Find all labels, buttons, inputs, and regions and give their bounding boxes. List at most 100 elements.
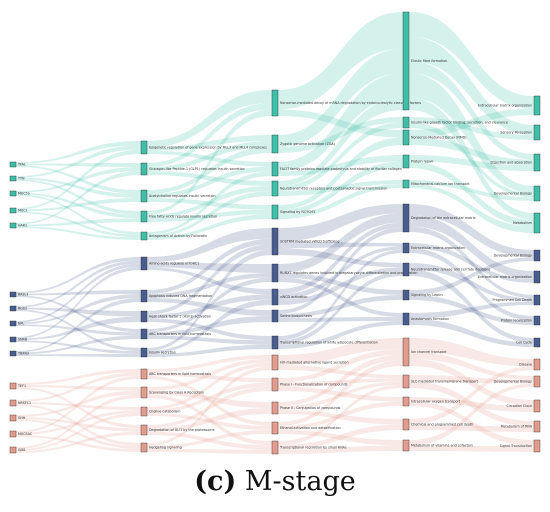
flow-link-B6-C6 [147, 228, 272, 263]
flow-link-A8-B7 [16, 294, 141, 325]
flow-link-B13-C11 [147, 362, 272, 410]
node-label-A6: RASL1 [18, 293, 28, 297]
node-label-B9: ABC transporters in lipid homeostasis [149, 332, 211, 336]
node-B8 [140, 310, 148, 323]
flow-link-C15-D15 [278, 445, 403, 454]
node-A15 [9, 446, 17, 454]
caption-text: M-stage [244, 466, 356, 497]
node-label-B6: Amino acids regulate mTORC1 [149, 262, 199, 266]
node-label-A2: TTN [17, 177, 25, 181]
flow-link-B2-C4 [147, 171, 272, 186]
node-C6 [271, 227, 279, 256]
flow-link-C4-D1 [278, 97, 403, 186]
node-label-B11: ABC transporters in lipid homeostasis [149, 372, 211, 376]
flow-link-A6-B6 [16, 257, 141, 294]
flow-link-C12-D13 [278, 386, 403, 402]
node-B10 [140, 347, 148, 358]
node-label-E11: Disease [519, 363, 532, 367]
flow-link-B6-C8 [147, 267, 272, 295]
node-label-C13: Phase II - Conjugation of compounds [280, 406, 341, 410]
node-E8 [533, 294, 541, 306]
flow-link-B9-C10 [147, 335, 272, 345]
flow-link-C7-D6 [278, 213, 403, 273]
flow-link-B5-C4 [147, 191, 272, 238]
node-label-A9: SNRB [18, 338, 28, 342]
flow-link-A10-B10 [16, 354, 141, 357]
node-B11 [140, 368, 148, 380]
flow-link-B8-C10 [147, 318, 272, 341]
node-C12 [271, 377, 279, 392]
flow-link-D12-E14 [409, 381, 534, 427]
node-E3 [533, 153, 541, 172]
flow-link-B2-C2 [147, 141, 272, 171]
node-label-B8: Heat-shock factor 1 (HSF1) activation [149, 315, 211, 319]
node-label-E5: Metabolism [513, 221, 532, 225]
node-label-E9: Protein localization [501, 319, 532, 323]
flow-link-B11-C14 [147, 375, 272, 426]
node-A8 [9, 320, 17, 327]
node-label-D7: Extracellular matrix organization [411, 246, 465, 250]
node-label-E3: Digestion and absorption [490, 161, 532, 165]
flow-link-A7-B10 [16, 309, 141, 351]
flow-link-D1-E4 [409, 73, 534, 194]
node-label-A10: TBXN3 [17, 352, 29, 356]
node-B2 [140, 162, 148, 176]
flow-link-D8-E10 [409, 269, 534, 343]
node-label-D3: Nonsense-Mediated Decay (NMD) [411, 136, 467, 140]
flow-link-D13-E13 [409, 397, 534, 412]
flow-link-A15-B14 [16, 431, 141, 453]
flow-link-C2-D2 [278, 117, 403, 153]
flow-link-B1-C1 [147, 90, 272, 148]
flow-link-D9-E6 [409, 257, 534, 295]
flow-link-D1-E2 [409, 36, 534, 135]
flow-link-B10-C10 [147, 344, 272, 357]
node-label-B3: Acetylcholine regulates insulin secretio… [149, 194, 216, 198]
flow-link-D10-E8 [409, 301, 534, 319]
flow-link-D11-E12 [409, 352, 534, 380]
node-E6 [533, 249, 541, 262]
node-A10 [9, 350, 17, 357]
flow-link-C7-D10 [278, 277, 403, 317]
flow-link-D3-E1 [409, 108, 534, 138]
node-label-C8: vWCD activation [280, 295, 307, 299]
flow-link-A14-B15 [16, 435, 141, 452]
flow-link-B5-C3 [147, 171, 272, 235]
flow-link-B11-C11 [147, 355, 272, 373]
flow-link-B3-C2 [147, 147, 272, 194]
flow-link-D1-E3 [409, 61, 534, 160]
flow-link-A8-B9 [16, 324, 141, 336]
node-label-C9: Serine biosynthesis [280, 314, 312, 318]
node-label-D1: Elastic fibre formation [411, 59, 447, 63]
node-label-B4: Free fatty acids regulate insulin secret… [149, 215, 217, 219]
flow-link-D11-E13 [409, 359, 534, 406]
node-B7 [140, 289, 148, 303]
flow-link-D15-E12 [409, 383, 534, 446]
node-B4 [140, 210, 148, 223]
flow-link-C8-D7 [278, 246, 403, 300]
flow-link-C8-D6 [278, 222, 403, 295]
node-label-A13: SHH [18, 416, 26, 420]
flow-link-B13-C14 [147, 413, 272, 430]
node-label-C5: Signaling by NOTCH3 [280, 210, 315, 214]
node-A13 [9, 414, 17, 422]
node-label-A4: MUC1 [18, 209, 28, 213]
flow-link-C14-D11 [278, 360, 403, 426]
flow-link-A6-B9 [16, 295, 141, 333]
node-C7 [271, 263, 279, 283]
node-label-A15: GJB1 [18, 448, 26, 452]
node-D2 [402, 116, 410, 129]
node-B13 [140, 406, 148, 417]
flow-link-C13-D14 [278, 410, 403, 425]
flow-link-D12-E12 [409, 375, 534, 384]
node-label-D15: Metabolism of vitamins and cofactors [411, 444, 473, 448]
node-E9 [533, 315, 541, 326]
node-C11 [271, 354, 279, 371]
node-label-C2: Zygotic genome activation (ZGA) [280, 142, 335, 146]
flow-link-A4-B3 [16, 198, 141, 212]
flow-link-B13-C12 [147, 382, 272, 413]
flow-link-B15-C14 [147, 430, 272, 449]
flow-link-A11-B11 [16, 369, 141, 385]
flow-link-B3-C3 [147, 166, 272, 198]
flow-link-D8-E8 [409, 263, 534, 302]
node-label-A8: NFL [18, 322, 24, 326]
